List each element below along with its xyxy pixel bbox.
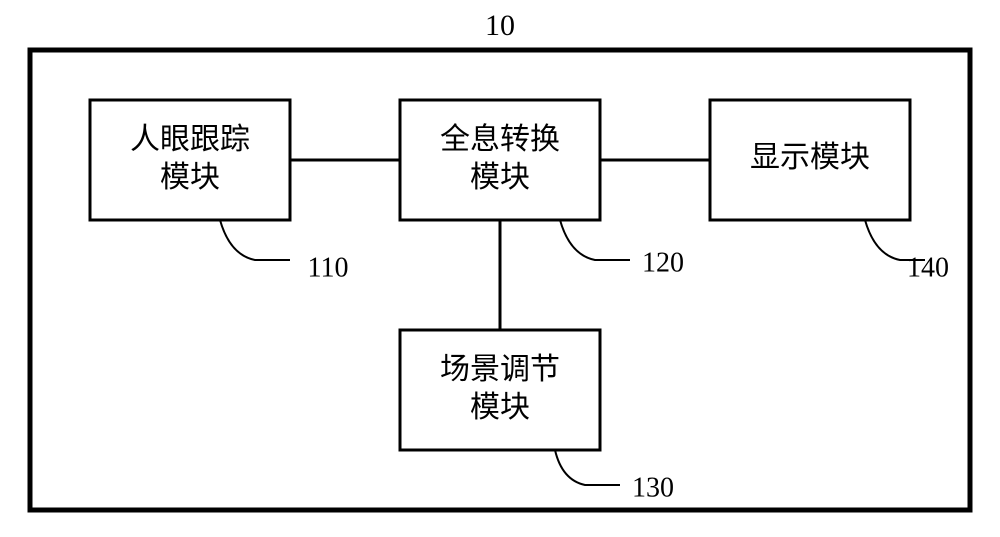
container-ref: 10 — [485, 9, 515, 42]
node-130-ref: 130 — [632, 472, 674, 503]
node-110-ref: 110 — [308, 252, 349, 283]
node-140-ref: 140 — [907, 252, 949, 283]
node-120-label-1: 全息转换 — [440, 123, 560, 156]
node-130-label-2: 模块 — [470, 391, 530, 424]
node-120-label-2: 模块 — [470, 161, 530, 194]
node-130-label-1: 场景调节 — [440, 353, 560, 386]
node-110-label-2: 模块 — [160, 161, 220, 194]
node-140-label-1: 显示模块 — [750, 141, 870, 174]
node-110-label-1: 人眼跟踪 — [130, 123, 250, 156]
node-120-ref: 120 — [642, 247, 684, 278]
